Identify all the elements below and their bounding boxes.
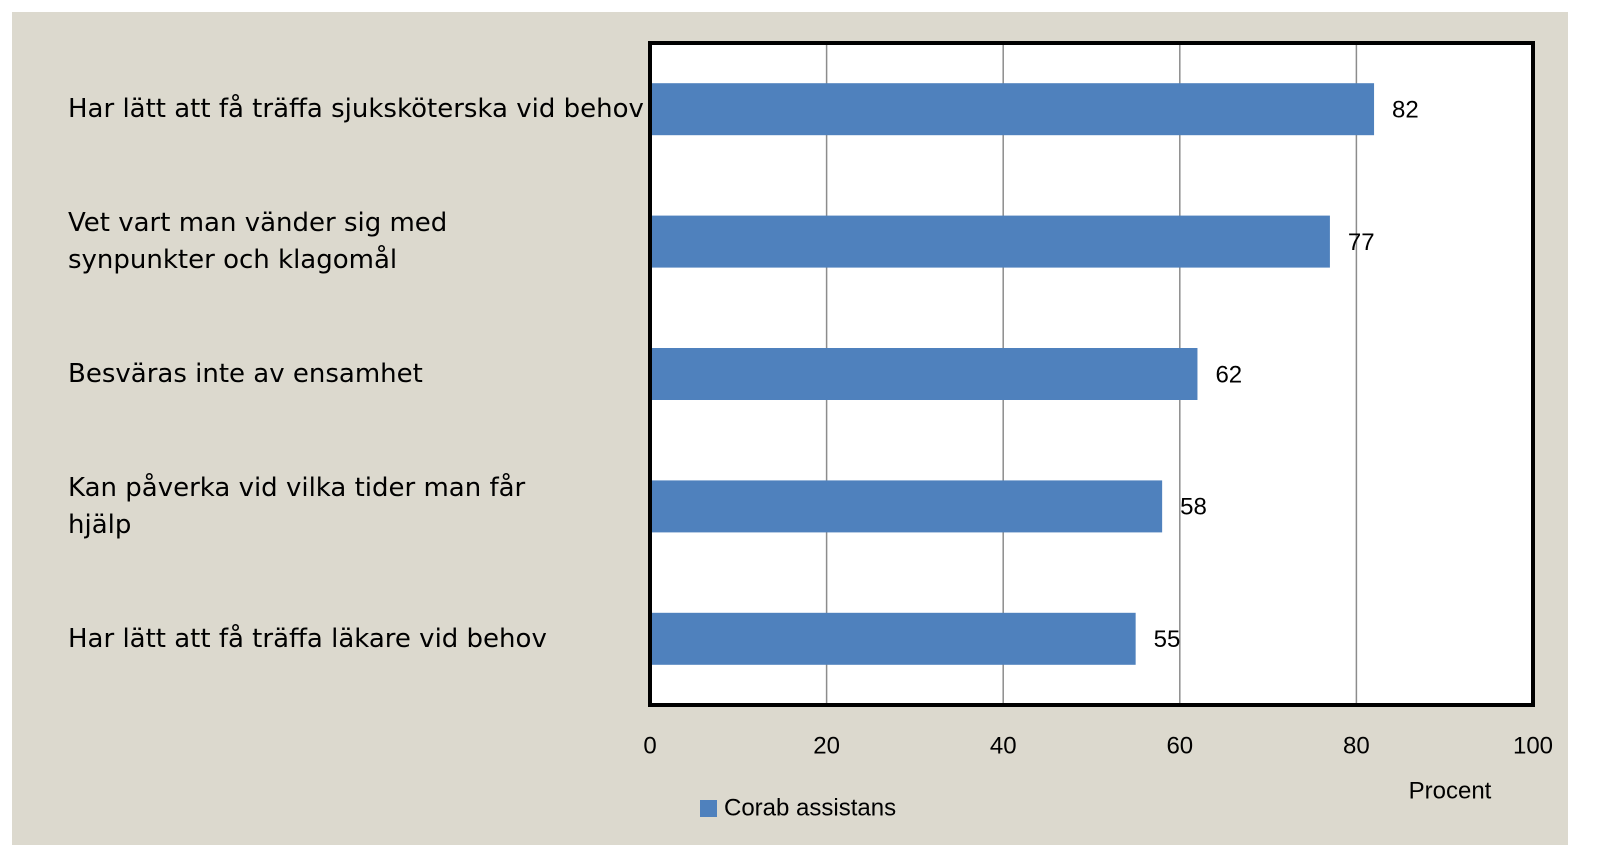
x-tick-label: 0 [643,732,656,759]
data-label: 82 [1392,97,1419,124]
bars [650,83,1375,665]
data-label: 55 [1154,626,1181,653]
data-label: 62 [1215,361,1242,388]
bar [650,215,1330,268]
y-tick-label: Vet vart man vänder sig med synpunkter o… [68,208,456,275]
x-tick-label: 100 [1513,732,1553,759]
y-tick-label: Kan påverka vid vilka tider man får hjäl… [68,471,534,539]
bar [650,480,1163,533]
bar [650,612,1136,665]
bar [650,348,1198,400]
data-label: 58 [1180,494,1207,521]
x-axis-label: Procent [1409,777,1492,804]
y-tick-label: Har lätt att få träffa sjuksköterska vid… [68,93,644,124]
y-tick-label: Besväras inte av ensamhet [68,359,423,389]
y-tick-label: Har lätt att få träffa läkare vid behov [68,622,547,653]
legend-label: Corab assistans [724,794,896,821]
legend-swatch [700,800,717,817]
x-tick-label: 80 [1343,732,1370,759]
x-tick-label: 20 [813,732,840,759]
plot-border [648,41,1535,707]
x-tick-label: 60 [1166,732,1193,759]
x-tick-label: 40 [990,732,1017,759]
bar [650,83,1375,136]
data-label: 77 [1348,229,1375,256]
